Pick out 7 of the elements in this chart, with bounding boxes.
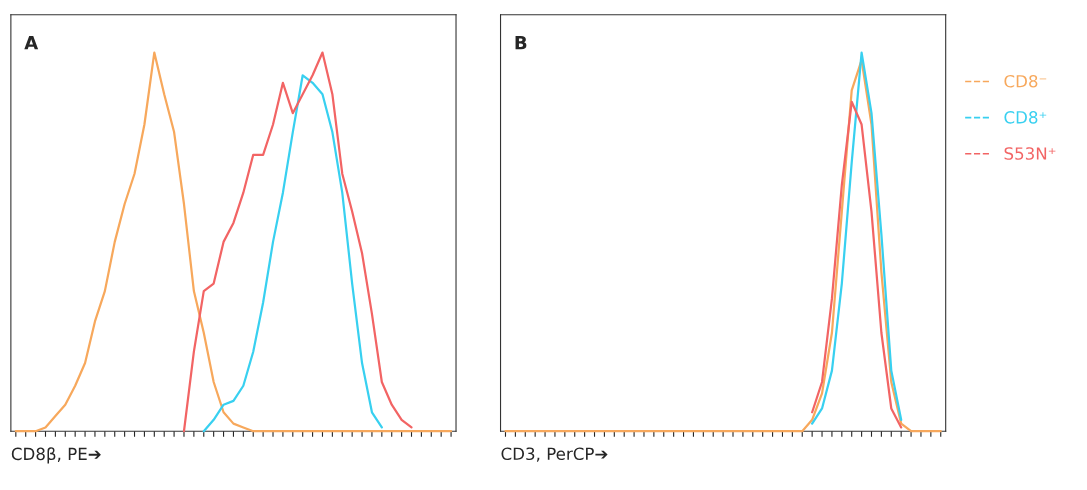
x-axis-title: CD8β, PE➔: [11, 447, 101, 464]
legend-label: CD8⁻: [1004, 74, 1047, 88]
x-axis-title: CD3, PerCP➔: [501, 447, 608, 462]
chart-title: B: [515, 36, 527, 50]
legend-label: S53N⁺: [1004, 147, 1056, 160]
legend-label: CD8⁺: [1004, 111, 1047, 124]
chart-title: A: [24, 36, 39, 50]
